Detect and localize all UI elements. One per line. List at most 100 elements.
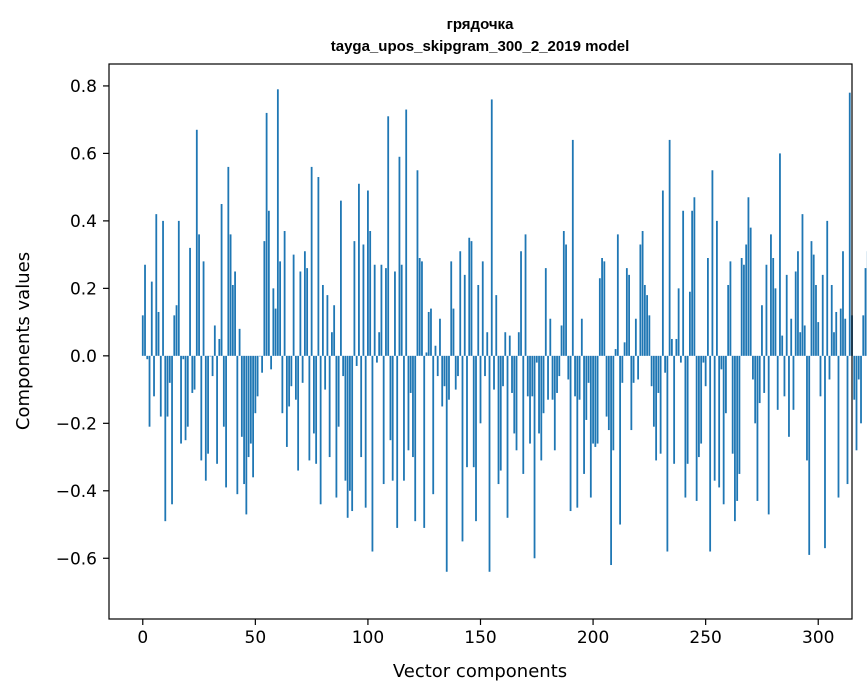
bar-14	[173, 315, 176, 356]
bar-146	[470, 241, 473, 356]
bar-168	[520, 251, 522, 356]
bar-56	[267, 210, 270, 356]
bar-224	[646, 295, 649, 356]
x-tick-label: 200	[577, 628, 609, 648]
bar-159	[499, 355, 502, 471]
bar-185	[558, 355, 561, 377]
bar-223	[643, 284, 646, 356]
x-tick-label: 100	[352, 628, 384, 648]
bar-142	[461, 355, 464, 542]
bar-50	[254, 355, 257, 414]
bar-45	[243, 355, 245, 485]
bar-194	[578, 355, 581, 400]
bar-68	[294, 355, 297, 400]
bar-176	[538, 355, 540, 434]
bar-130	[434, 345, 437, 356]
plot-area-frame	[108, 63, 853, 620]
bar-111	[391, 355, 394, 481]
bar-134	[443, 355, 446, 387]
bar-11	[166, 355, 169, 417]
bar-83	[328, 355, 331, 458]
bar-34	[218, 338, 221, 356]
bar-189	[567, 355, 570, 380]
bar-180	[547, 355, 549, 400]
bar-37	[225, 355, 227, 488]
bar-238	[677, 288, 680, 356]
bar-94	[353, 241, 356, 356]
bar-237	[675, 338, 678, 356]
bar-214	[623, 342, 626, 356]
bar-243	[688, 291, 691, 356]
bar-312	[844, 318, 847, 356]
bar-304	[826, 220, 829, 356]
bar-232	[664, 355, 667, 373]
bar-267	[743, 264, 745, 356]
bar-48	[249, 355, 252, 444]
bar-271	[752, 355, 754, 380]
bar-78	[317, 177, 320, 356]
bar-39	[229, 234, 232, 356]
bar-81	[324, 355, 327, 390]
bar-269	[747, 197, 750, 356]
bar-256	[718, 355, 721, 488]
bar-116	[403, 355, 405, 481]
y-tick-label: −0.2	[56, 414, 97, 434]
bar-62	[281, 355, 284, 414]
bar-233	[666, 355, 669, 552]
y-axis-label: Components values	[13, 252, 34, 430]
bar-263	[734, 355, 736, 522]
bar-85	[333, 305, 336, 356]
bar-320	[862, 315, 865, 356]
bar-117	[405, 109, 408, 356]
bar-15	[175, 305, 178, 356]
y-tick-label: 0.6	[70, 144, 97, 164]
bar-141	[459, 251, 462, 356]
bar-114	[398, 156, 401, 356]
bar-7	[157, 311, 160, 356]
bar-162	[506, 355, 509, 518]
bar-309	[837, 355, 840, 498]
bar-195	[580, 318, 583, 356]
bar-82	[326, 295, 329, 356]
y-tick-label: 0.2	[70, 279, 97, 299]
bar-308	[835, 311, 838, 356]
bar-121	[414, 355, 417, 522]
bar-289	[792, 355, 795, 410]
bar-244	[691, 210, 694, 356]
y-tick-label: 0.4	[70, 212, 97, 232]
bar-51	[256, 355, 259, 397]
bar-262	[731, 355, 734, 454]
bar-76	[312, 355, 315, 434]
bar-60	[276, 89, 279, 356]
bar-1	[144, 264, 146, 356]
bar-73	[306, 268, 309, 356]
bar-106	[380, 264, 383, 356]
bar-74	[308, 355, 311, 461]
bar-47	[247, 355, 250, 458]
bar-167	[517, 332, 520, 356]
bar-144	[466, 355, 468, 468]
bar-296	[808, 355, 811, 555]
bar-257	[720, 355, 723, 370]
bar-70	[299, 271, 302, 356]
bar-52	[258, 355, 261, 357]
bar-113	[396, 355, 399, 528]
bar-21	[189, 247, 191, 356]
bar-12	[168, 355, 171, 383]
bar-147	[472, 355, 475, 468]
bar-154	[488, 355, 491, 572]
bar-30	[209, 355, 212, 357]
bar-270	[749, 227, 752, 356]
bar-313	[846, 355, 849, 485]
bar-46	[245, 355, 248, 515]
bar-95	[355, 355, 358, 366]
bar-230	[659, 355, 662, 454]
bar-248	[700, 355, 703, 444]
bar-272	[754, 355, 757, 424]
bar-207	[607, 355, 610, 431]
bar-182	[551, 355, 554, 400]
bar-63	[283, 231, 286, 356]
bar-273	[756, 355, 759, 501]
bar-41	[234, 271, 236, 356]
bar-235	[670, 338, 673, 356]
